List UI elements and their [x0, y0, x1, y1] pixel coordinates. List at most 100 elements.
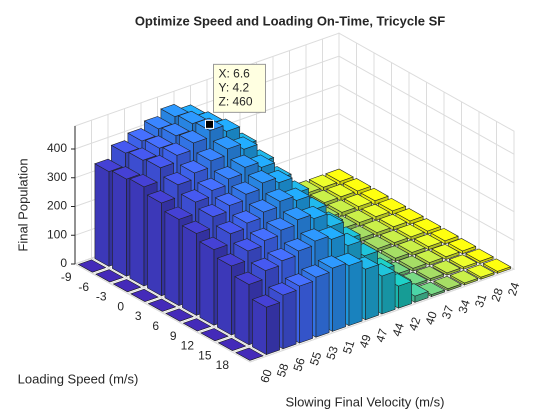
bar-face	[315, 272, 330, 338]
bar-top	[181, 220, 211, 234]
x-tick-label: 40	[422, 309, 440, 326]
bar	[397, 239, 426, 257]
bar-top	[377, 198, 407, 212]
bar-top	[415, 265, 445, 280]
bar-top	[267, 247, 296, 262]
bar-top	[177, 110, 207, 125]
bar-top	[214, 192, 244, 206]
x-tick-label: 51	[340, 338, 358, 355]
bar-top	[449, 270, 479, 284]
bar-top	[431, 243, 460, 258]
bar-top	[179, 160, 209, 174]
bar-face	[164, 211, 180, 307]
bar-top	[327, 199, 356, 213]
bar-top	[163, 171, 192, 186]
bar	[396, 224, 425, 241]
bar	[182, 318, 212, 332]
bar-top	[465, 248, 494, 262]
bar-top	[164, 206, 193, 220]
bar-top	[248, 199, 278, 213]
bar	[430, 228, 459, 245]
bar-top	[230, 154, 259, 168]
x-tick-label: 34	[455, 298, 473, 315]
bar-top	[482, 258, 512, 272]
bar-top	[235, 347, 264, 361]
bar-top	[95, 269, 124, 283]
y-tick-label: -6	[78, 280, 89, 294]
x-tick-label: 49	[356, 332, 374, 349]
bar-top	[362, 219, 391, 233]
datatip-box	[213, 63, 266, 113]
bar-top	[380, 245, 410, 259]
bar	[165, 308, 194, 322]
bar-top	[178, 130, 208, 144]
bar-top	[414, 249, 444, 263]
bar	[77, 259, 107, 273]
bar-top	[342, 178, 372, 192]
bar-top	[160, 103, 189, 118]
y-tick-label: 6	[152, 319, 159, 333]
bar	[380, 245, 410, 262]
bar-top	[232, 210, 261, 224]
bar-top	[147, 298, 177, 312]
x-tick-label: 37	[439, 303, 457, 320]
bar-top	[231, 181, 260, 195]
y-tick-label: 0	[117, 299, 124, 313]
bar-top	[249, 227, 279, 241]
bar	[217, 337, 247, 351]
bar-top	[197, 177, 226, 191]
bar-top	[466, 264, 495, 278]
bar-top	[430, 228, 459, 242]
bar-face	[182, 225, 197, 316]
bar	[377, 198, 407, 216]
bar-top	[165, 308, 194, 322]
bar-face	[112, 170, 127, 277]
bar-top	[268, 282, 297, 296]
bar-top	[196, 148, 225, 162]
z-axis-label: Final Population	[15, 158, 30, 251]
bar-face	[332, 263, 346, 332]
bar-top	[144, 135, 174, 149]
bar-top	[250, 257, 280, 271]
bar-top	[130, 288, 159, 302]
x-tick-label: 56	[290, 356, 308, 373]
bar	[362, 219, 391, 237]
bar	[482, 258, 512, 274]
y-axis-label: Loading Speed (m/s)	[18, 371, 139, 386]
bar	[200, 328, 229, 342]
chart-title: Optimize Speed and Loading On-Time, Tric…	[135, 13, 445, 28]
bar	[398, 255, 427, 272]
z-tick-label: 200	[47, 199, 67, 213]
datatip-text: Z: 460	[219, 95, 253, 109]
bar	[379, 229, 409, 247]
bar-face	[217, 257, 232, 336]
bar-face	[365, 264, 379, 321]
bar-top	[343, 193, 373, 207]
bar-top	[247, 170, 277, 184]
bar-top	[344, 209, 374, 223]
bar-top	[213, 166, 243, 180]
y-tick-label: 15	[198, 348, 212, 362]
bar-face	[147, 194, 162, 297]
grid-line	[249, 268, 515, 363]
bar-face	[129, 178, 145, 287]
x-tick-label: 28	[488, 286, 506, 303]
bar-top	[127, 128, 156, 142]
x-tick-label: 60	[257, 367, 275, 384]
y-tick-label: -9	[61, 270, 72, 284]
bar	[415, 265, 445, 282]
bar-face	[381, 270, 396, 315]
y-tick-label: 9	[170, 329, 177, 343]
bar-top	[198, 203, 227, 218]
x-tick-label: 31	[472, 292, 490, 309]
bar-top	[182, 318, 212, 332]
bar-top	[413, 233, 443, 248]
bar-top	[233, 238, 262, 252]
bar-face	[266, 302, 280, 356]
x-tick-label: 24	[505, 280, 523, 297]
bar-top	[143, 116, 173, 130]
bar-top	[284, 273, 314, 287]
z-tick-label: 400	[47, 141, 67, 155]
bar-face	[348, 260, 363, 327]
